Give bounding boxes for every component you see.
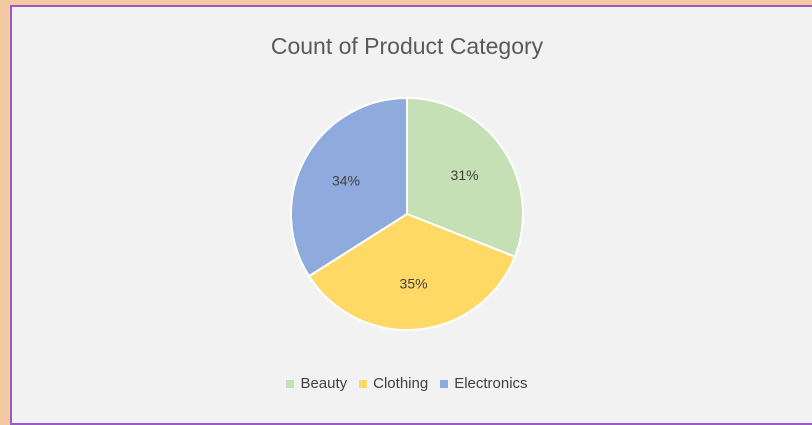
legend-label: Electronics <box>454 375 528 392</box>
pie-slice-beauty <box>406 96 524 259</box>
data-label-beauty: 31% <box>451 167 479 183</box>
legend-item-electronics: Electronics <box>440 375 528 392</box>
chart-title: Count of Product Category <box>270 33 544 59</box>
legend-swatch <box>440 379 449 388</box>
chart-area: Count of Product Category 31% 35% 34% Beau… <box>10 5 812 425</box>
chart-legend: Beauty Clothing Electronics <box>12 375 802 392</box>
legend-label: Clothing <box>373 375 429 392</box>
legend-swatch <box>286 379 295 388</box>
pie-chart: 31% 35% 34% <box>290 96 524 331</box>
data-label-clothing: 35% <box>400 275 428 291</box>
legend-item-beauty: Beauty <box>286 375 347 392</box>
data-label-electronics: 34% <box>332 172 360 188</box>
pie-slice-clothing <box>307 212 517 331</box>
legend-item-clothing: Clothing <box>359 375 428 392</box>
pie-slice-electronics <box>290 96 408 278</box>
legend-swatch <box>359 379 368 388</box>
legend-label: Beauty <box>300 375 348 392</box>
